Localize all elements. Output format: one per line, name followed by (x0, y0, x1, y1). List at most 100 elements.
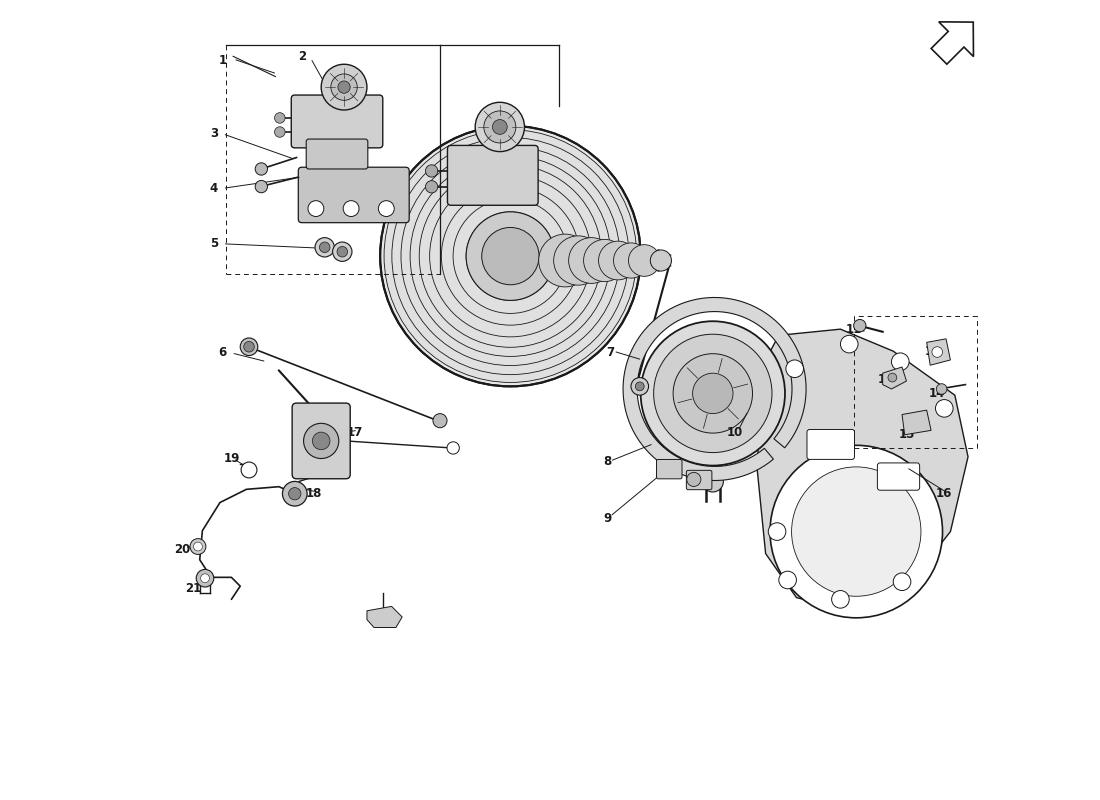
Text: 8: 8 (603, 454, 612, 468)
Circle shape (484, 111, 516, 143)
Circle shape (650, 250, 671, 271)
Circle shape (779, 571, 796, 589)
Polygon shape (926, 339, 950, 366)
Circle shape (935, 399, 953, 417)
Circle shape (453, 198, 568, 314)
Polygon shape (623, 298, 806, 481)
Text: 19: 19 (223, 452, 240, 465)
Circle shape (447, 442, 460, 454)
Circle shape (785, 360, 803, 378)
Circle shape (321, 64, 367, 110)
Text: 9: 9 (603, 512, 612, 525)
Text: 20: 20 (174, 542, 190, 556)
Circle shape (466, 212, 554, 300)
Circle shape (628, 245, 660, 276)
Circle shape (255, 181, 267, 193)
Text: 3: 3 (210, 127, 218, 140)
Circle shape (332, 242, 352, 262)
Circle shape (569, 238, 615, 283)
Text: 14: 14 (930, 387, 945, 400)
Circle shape (338, 81, 350, 94)
FancyBboxPatch shape (657, 459, 682, 479)
Text: 2: 2 (298, 50, 306, 63)
Circle shape (584, 239, 626, 282)
Circle shape (673, 354, 752, 433)
Circle shape (200, 574, 209, 582)
Circle shape (426, 165, 438, 177)
Circle shape (640, 322, 785, 466)
Circle shape (792, 467, 921, 596)
Circle shape (196, 570, 213, 587)
Circle shape (932, 346, 943, 358)
FancyBboxPatch shape (293, 403, 350, 478)
Text: 4: 4 (210, 182, 218, 195)
Text: 21: 21 (186, 582, 201, 595)
Circle shape (308, 201, 323, 217)
Circle shape (283, 482, 307, 506)
Text: 5: 5 (210, 238, 218, 250)
FancyBboxPatch shape (807, 430, 855, 459)
Circle shape (190, 538, 206, 554)
Circle shape (441, 187, 580, 325)
FancyBboxPatch shape (298, 167, 409, 222)
Circle shape (832, 590, 849, 608)
Circle shape (840, 335, 858, 353)
Circle shape (433, 414, 447, 428)
Circle shape (854, 319, 866, 332)
Circle shape (240, 338, 257, 355)
Circle shape (255, 163, 267, 175)
Text: 12: 12 (878, 373, 894, 386)
Circle shape (319, 242, 330, 253)
Circle shape (768, 522, 785, 540)
Circle shape (378, 201, 394, 217)
Circle shape (893, 573, 911, 590)
Circle shape (275, 126, 285, 138)
Circle shape (381, 126, 640, 386)
Circle shape (702, 471, 724, 492)
FancyBboxPatch shape (292, 95, 383, 148)
Text: 10: 10 (727, 426, 742, 438)
Text: 15: 15 (899, 428, 914, 442)
Circle shape (936, 384, 947, 394)
Circle shape (891, 353, 909, 370)
Circle shape (631, 378, 649, 395)
Text: 7: 7 (606, 346, 614, 359)
Polygon shape (882, 367, 906, 389)
Circle shape (304, 423, 339, 458)
Circle shape (426, 181, 438, 193)
Text: 22: 22 (371, 613, 386, 626)
Circle shape (430, 175, 591, 337)
Circle shape (614, 243, 649, 278)
Circle shape (419, 165, 602, 347)
Circle shape (288, 487, 301, 500)
Circle shape (275, 113, 285, 123)
Circle shape (493, 119, 507, 134)
Circle shape (693, 373, 733, 414)
Text: 6: 6 (219, 346, 227, 359)
FancyBboxPatch shape (306, 139, 367, 169)
Circle shape (636, 382, 645, 390)
Text: 16: 16 (936, 487, 953, 500)
Circle shape (241, 462, 257, 478)
Text: 13: 13 (925, 345, 940, 358)
Circle shape (343, 201, 359, 217)
Circle shape (194, 542, 202, 551)
Circle shape (384, 130, 637, 382)
Circle shape (770, 446, 943, 618)
Polygon shape (757, 329, 968, 610)
Circle shape (315, 238, 334, 257)
Text: 1: 1 (219, 54, 227, 67)
Circle shape (402, 146, 619, 366)
Circle shape (410, 156, 610, 357)
Circle shape (392, 138, 629, 374)
Circle shape (482, 227, 539, 285)
Circle shape (539, 234, 592, 287)
Text: 11: 11 (846, 322, 861, 336)
Circle shape (653, 334, 772, 453)
Circle shape (888, 373, 896, 382)
Polygon shape (367, 606, 403, 627)
Circle shape (466, 212, 554, 300)
FancyBboxPatch shape (878, 463, 920, 490)
Circle shape (337, 246, 348, 257)
FancyBboxPatch shape (686, 470, 712, 490)
